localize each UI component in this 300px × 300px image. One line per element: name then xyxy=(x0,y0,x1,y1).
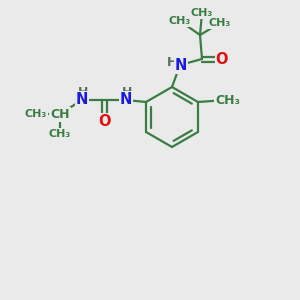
Text: CH₃: CH₃ xyxy=(215,94,241,106)
Text: H: H xyxy=(122,85,132,98)
Text: CH₃: CH₃ xyxy=(169,16,191,26)
Text: CH₃: CH₃ xyxy=(25,109,47,119)
Text: CH: CH xyxy=(50,107,70,121)
Text: O: O xyxy=(216,52,228,67)
Text: H: H xyxy=(78,85,88,98)
Text: N: N xyxy=(175,58,187,73)
Text: O: O xyxy=(98,115,110,130)
Text: CH₃: CH₃ xyxy=(191,8,213,18)
Text: N: N xyxy=(76,92,88,107)
Text: H: H xyxy=(167,56,177,68)
Text: CH₃: CH₃ xyxy=(209,18,231,28)
Text: CH₃: CH₃ xyxy=(49,129,71,139)
Text: N: N xyxy=(120,92,132,107)
